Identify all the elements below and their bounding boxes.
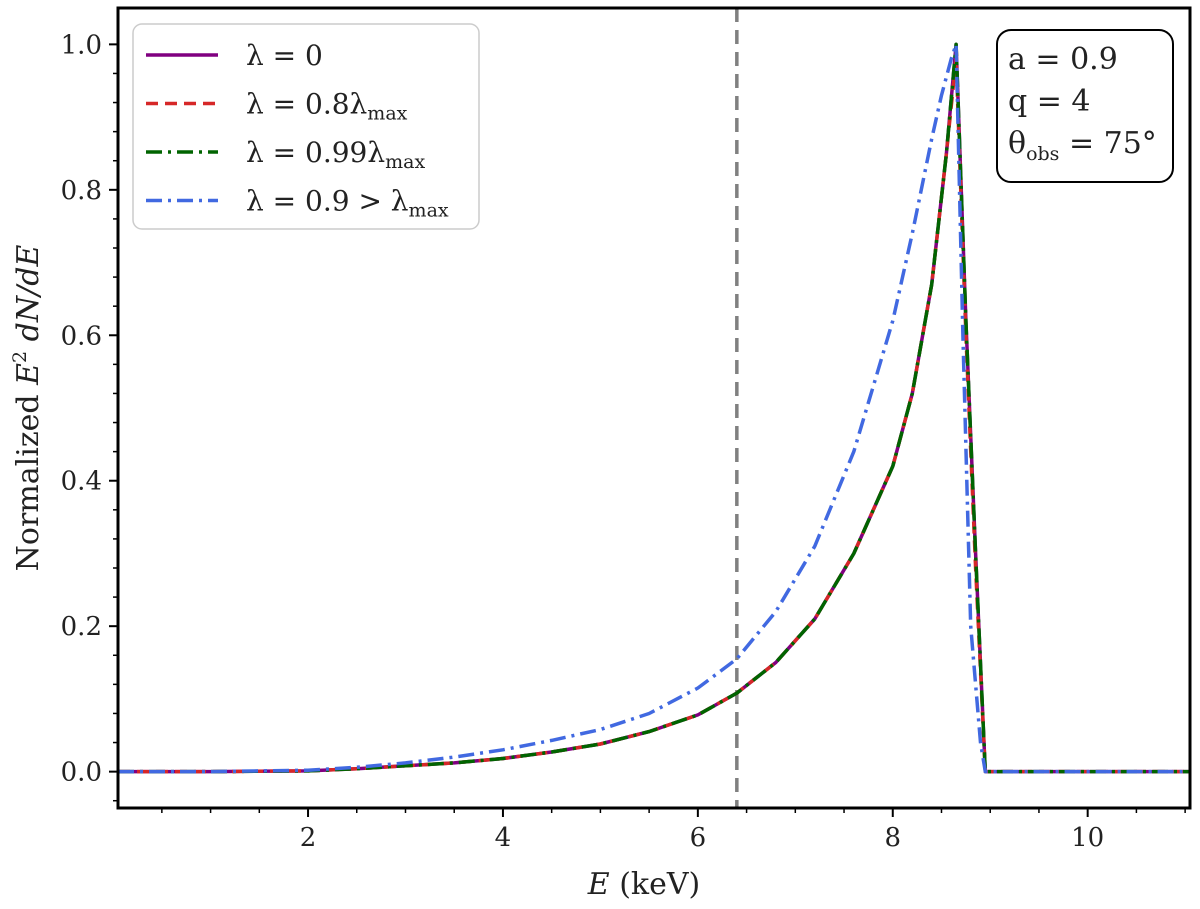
x-tick-label: 6 bbox=[690, 823, 707, 853]
info-box-frame bbox=[996, 29, 1174, 183]
x-tick-label: 2 bbox=[300, 823, 317, 853]
parameter-box: a = 0.9 q = 4 θobs = 75° bbox=[996, 29, 1174, 183]
ticks-layer: 0.0 0.2 0.4 0.6 0.8 1.0 2 4 6 8 10 bbox=[61, 30, 1186, 853]
x-axis-title: E (keV) bbox=[587, 867, 700, 902]
y-axis-title: Normalized E2 dN/dE bbox=[9, 245, 46, 572]
x-tick-label: 8 bbox=[884, 823, 901, 853]
series-line-2 bbox=[118, 42, 1190, 774]
info-line-0: a = 0.9 bbox=[1008, 42, 1118, 77]
y-tick-label: 1.0 bbox=[61, 30, 102, 60]
x-tick-label: 4 bbox=[495, 823, 512, 853]
y-tick-label: 0.8 bbox=[61, 176, 102, 206]
series-layer bbox=[118, 42, 1190, 774]
legend-label-0: λ = 0 bbox=[246, 39, 323, 72]
info-line-2: θobs = 75° bbox=[1008, 126, 1157, 165]
y-tick-label: 0.6 bbox=[61, 321, 102, 351]
y-tick-label: 0.4 bbox=[61, 467, 102, 497]
legend-label-1: λ = 0.8λmax bbox=[246, 88, 408, 125]
y-tick-label: 0.2 bbox=[61, 612, 102, 642]
x-tick-label: 10 bbox=[1071, 823, 1104, 853]
axis-labels: E (keV) Normalized E2 dN/dE bbox=[9, 245, 700, 902]
legend-label-3: λ = 0.9 > λmax bbox=[246, 185, 449, 222]
y-tick-label: 0.0 bbox=[61, 758, 102, 788]
series-line-3 bbox=[118, 42, 1190, 774]
plot-area bbox=[118, 8, 1190, 808]
legend: λ = 0 λ = 0.8λmax λ = 0.99λmax λ = 0.9 > λm… bbox=[132, 23, 480, 230]
legend-label-2: λ = 0.99λmax bbox=[246, 136, 425, 173]
legend-box bbox=[132, 23, 480, 230]
axes-frame bbox=[116, 6, 1192, 810]
info-line-1: q = 4 bbox=[1008, 84, 1091, 119]
